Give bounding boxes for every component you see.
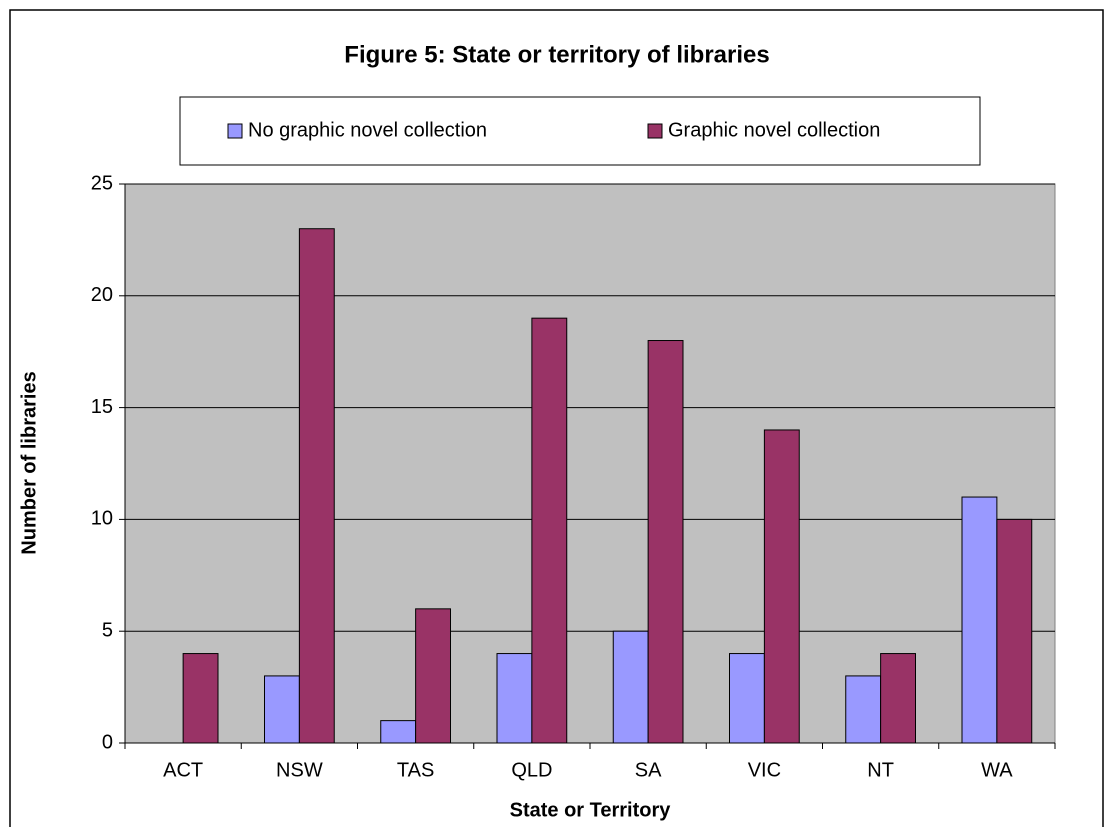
y-tick-label: 15 xyxy=(91,396,113,418)
bar xyxy=(961,496,998,744)
y-axis-label: Number of libraries xyxy=(18,371,40,554)
bar xyxy=(647,340,684,744)
bar xyxy=(298,228,335,744)
bar xyxy=(763,429,800,744)
x-tick-label: TAS xyxy=(397,759,434,781)
x-tick-label: ACT xyxy=(163,759,203,781)
bar xyxy=(845,675,882,744)
x-tick-label: VIC xyxy=(748,759,781,781)
legend-box xyxy=(179,96,981,166)
x-tick-label: NT xyxy=(867,759,894,781)
legend-label: Graphic novel collection xyxy=(668,119,880,141)
bar xyxy=(880,653,916,744)
y-tick-label: 0 xyxy=(102,731,113,753)
legend-label: No graphic novel collection xyxy=(248,119,487,141)
x-tick-label: WA xyxy=(981,759,1013,781)
bar xyxy=(531,317,568,744)
bar xyxy=(612,630,649,744)
legend-swatch xyxy=(227,123,243,139)
bar xyxy=(264,675,300,744)
x-tick-label: NSW xyxy=(276,759,323,781)
legend-swatch xyxy=(647,123,663,139)
x-tick-label: QLD xyxy=(511,759,552,781)
bar xyxy=(182,653,219,744)
chart-title: Figure 5: State or territory of librarie… xyxy=(344,41,769,68)
bar xyxy=(415,608,451,744)
bar xyxy=(496,653,533,744)
bar xyxy=(996,518,1033,744)
y-tick-label: 25 xyxy=(91,172,113,194)
x-tick-label: SA xyxy=(635,759,662,781)
bar xyxy=(380,720,417,744)
y-tick-label: 10 xyxy=(91,508,113,530)
x-axis-label: State or Territory xyxy=(510,799,672,821)
bar xyxy=(729,653,765,744)
y-tick-label: 20 xyxy=(91,284,113,306)
y-tick-label: 5 xyxy=(102,619,113,641)
